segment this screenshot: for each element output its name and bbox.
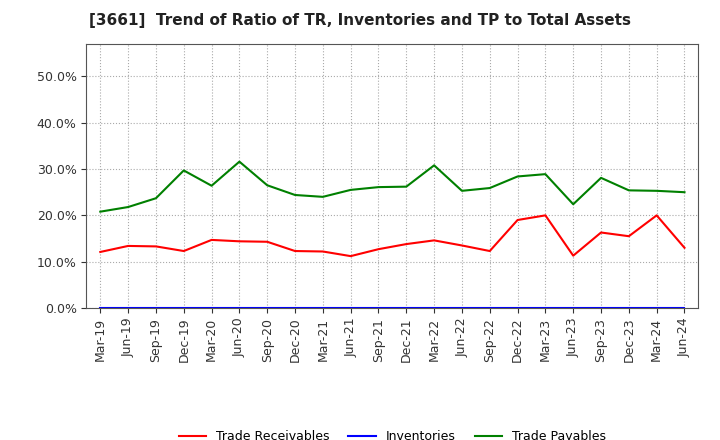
Trade Payables	[402, 184, 410, 189]
Inventories	[680, 305, 689, 310]
Trade Receivables	[597, 230, 606, 235]
Trade Payables	[624, 188, 633, 193]
Trade Receivables	[402, 242, 410, 247]
Inventories	[652, 305, 661, 310]
Trade Receivables	[207, 237, 216, 242]
Inventories	[96, 305, 104, 310]
Text: [3661]  Trend of Ratio of TR, Inventories and TP to Total Assets: [3661] Trend of Ratio of TR, Inventories…	[89, 13, 631, 28]
Trade Payables	[541, 172, 550, 177]
Trade Payables	[513, 174, 522, 179]
Trade Receivables	[346, 253, 355, 259]
Inventories	[569, 305, 577, 310]
Trade Receivables	[513, 217, 522, 223]
Trade Payables	[235, 159, 243, 164]
Trade Payables	[374, 184, 383, 190]
Inventories	[485, 305, 494, 310]
Trade Payables	[152, 196, 161, 201]
Trade Payables	[207, 183, 216, 188]
Trade Receivables	[374, 246, 383, 252]
Trade Receivables	[291, 249, 300, 254]
Trade Receivables	[430, 238, 438, 243]
Trade Payables	[597, 175, 606, 180]
Trade Payables	[430, 163, 438, 168]
Line: Trade Receivables: Trade Receivables	[100, 215, 685, 256]
Inventories	[235, 305, 243, 310]
Trade Payables	[569, 202, 577, 207]
Trade Receivables	[263, 239, 271, 244]
Trade Receivables	[235, 238, 243, 244]
Trade Payables	[680, 190, 689, 195]
Inventories	[458, 305, 467, 310]
Trade Payables	[179, 168, 188, 173]
Trade Payables	[124, 205, 132, 210]
Trade Receivables	[124, 243, 132, 249]
Trade Receivables	[624, 234, 633, 239]
Line: Trade Payables: Trade Payables	[100, 161, 685, 212]
Trade Receivables	[569, 253, 577, 258]
Trade Receivables	[458, 243, 467, 248]
Trade Payables	[458, 188, 467, 194]
Inventories	[207, 305, 216, 310]
Trade Payables	[318, 194, 327, 199]
Inventories	[179, 305, 188, 310]
Trade Receivables	[541, 213, 550, 218]
Trade Payables	[96, 209, 104, 214]
Inventories	[318, 305, 327, 310]
Inventories	[513, 305, 522, 310]
Trade Receivables	[96, 249, 104, 255]
Inventories	[541, 305, 550, 310]
Trade Payables	[652, 188, 661, 194]
Inventories	[374, 305, 383, 310]
Trade Receivables	[318, 249, 327, 254]
Inventories	[263, 305, 271, 310]
Trade Receivables	[652, 213, 661, 218]
Legend: Trade Receivables, Inventories, Trade Payables: Trade Receivables, Inventories, Trade Pa…	[174, 425, 611, 440]
Trade Payables	[263, 183, 271, 188]
Inventories	[402, 305, 410, 310]
Inventories	[597, 305, 606, 310]
Trade Receivables	[680, 245, 689, 250]
Inventories	[624, 305, 633, 310]
Trade Payables	[291, 192, 300, 198]
Inventories	[346, 305, 355, 310]
Inventories	[124, 305, 132, 310]
Trade Receivables	[179, 249, 188, 254]
Trade Payables	[346, 187, 355, 193]
Trade Receivables	[485, 249, 494, 254]
Inventories	[291, 305, 300, 310]
Inventories	[430, 305, 438, 310]
Trade Receivables	[152, 244, 161, 249]
Inventories	[152, 305, 161, 310]
Trade Payables	[485, 185, 494, 191]
